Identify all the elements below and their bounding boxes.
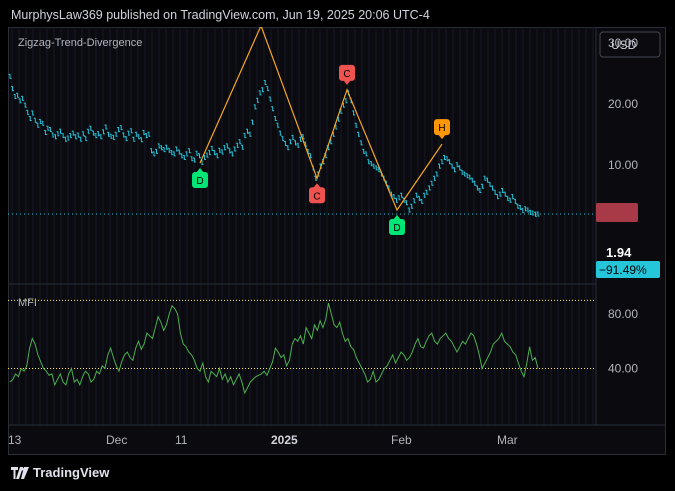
mfi-series	[9, 302, 539, 395]
price-tick-label: 20.00	[608, 97, 638, 111]
zigzag-line	[199, 27, 443, 212]
marker-label: D	[196, 176, 203, 187]
time-tick-label: Mar	[497, 433, 518, 447]
percent-change: −91.49%	[599, 263, 647, 277]
mfi-tick-label: 40.00	[608, 362, 638, 376]
price-series	[8, 73, 540, 217]
zigzag-marker-c: C	[309, 183, 325, 204]
currency-button[interactable]: USD	[599, 31, 661, 58]
mfi-tick-label: 80.00	[608, 307, 638, 321]
mfi-label: MFI	[18, 297, 37, 309]
chart-canvas[interactable]: Zigzag-Trend-Divergence USD 30.00 20.00 10…	[8, 27, 666, 455]
marker-label: C	[343, 69, 350, 80]
mfi-levels	[8, 299, 596, 369]
price-tick-label: 30.00	[608, 36, 638, 50]
marker-label: H	[438, 123, 445, 134]
chart-panel	[8, 27, 666, 455]
marker-label: D	[393, 223, 400, 234]
time-tick-label: Feb	[391, 433, 412, 447]
zigzag-marker-h: H	[434, 119, 450, 140]
time-axis: 13 Dec 11 2025 Feb Mar	[8, 433, 518, 447]
time-tick-label: Dec	[106, 433, 127, 447]
last-price: 1.94	[606, 245, 632, 260]
marker-label: C	[313, 191, 320, 202]
change-badge: −91.49%	[596, 261, 660, 278]
currency-label: USD	[611, 38, 637, 52]
tradingview-logo[interactable]: TradingView	[11, 465, 109, 480]
price-candles	[8, 73, 540, 217]
zigzag-markers: HCCDDH	[192, 64, 450, 235]
grid	[8, 27, 596, 425]
time-tick-label: 2025	[271, 433, 298, 447]
publish-info: MurphysLaw369 published on TradingView.c…	[11, 8, 430, 22]
mfi-line	[9, 302, 539, 395]
indicator-label: Zigzag-Trend-Divergence	[18, 37, 142, 49]
brand-name: TradingView	[33, 465, 110, 480]
time-tick-label: 13	[8, 433, 22, 447]
price-axis: 30.00 20.00 10.00	[608, 36, 638, 172]
zigzag-marker-d: D	[389, 214, 405, 235]
zigzag-marker-d: D	[192, 168, 208, 189]
price-tick-label: 10.00	[608, 158, 638, 172]
last-price-badge: 1.94	[596, 203, 638, 260]
mfi-axis: 80.00 40.00	[608, 307, 638, 376]
zigzag-marker-c: C	[339, 64, 355, 85]
tradingview-icon	[11, 466, 29, 479]
zigzag-polyline	[199, 27, 443, 212]
time-tick-label: 11	[175, 433, 188, 447]
